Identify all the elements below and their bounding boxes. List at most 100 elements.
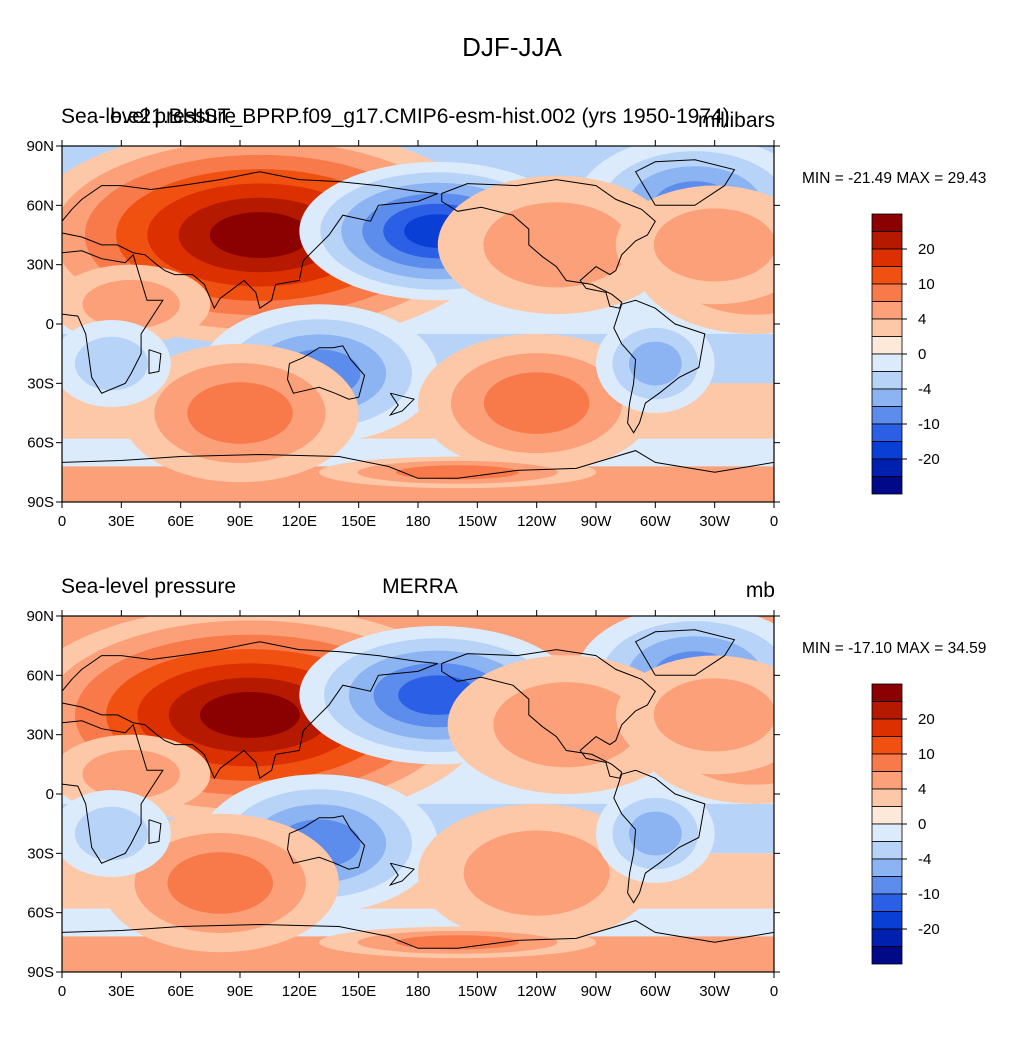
colorbar-swatch — [871, 911, 903, 930]
coastline — [441, 179, 656, 309]
lat-label: 90N — [26, 138, 54, 155]
pressure-contour — [653, 678, 774, 752]
pressure-contour — [167, 852, 273, 914]
lat-label: 60N — [26, 197, 54, 214]
coastline — [613, 769, 706, 904]
colorbar-swatch — [871, 928, 903, 947]
lat-label: 30N — [26, 257, 54, 274]
pressure-contour — [463, 830, 610, 916]
lon-label: 150W — [458, 983, 498, 1000]
lon-label: 120E — [282, 513, 317, 530]
lon-label: 0 — [58, 513, 66, 530]
coastline — [62, 450, 774, 502]
pressure-contour — [628, 341, 682, 386]
lon-label: 90E — [227, 983, 254, 1000]
lon-label: 120E — [282, 983, 317, 1000]
lon-label: 60E — [167, 983, 194, 1000]
lon-label: 90W — [581, 983, 613, 1000]
lon-label: 150E — [341, 513, 376, 530]
coastline — [634, 159, 736, 206]
pressure-contour — [82, 279, 180, 329]
colorbar-swatch — [871, 301, 903, 320]
pressure-contour — [483, 372, 590, 434]
pressure-contour — [493, 682, 640, 768]
colorbar-swatch — [871, 441, 903, 460]
panel-model: 90N 60N 30N 0 30S 60S 90S 0 30E 60E 90E 120E 150E 180… — [0, 100, 1024, 570]
colorbar-swatch — [871, 336, 903, 355]
colorbar-label: 4 — [918, 311, 926, 328]
colorbar-swatch — [871, 231, 903, 250]
coastline — [388, 392, 415, 417]
colorbar-swatch — [871, 788, 903, 807]
coastline — [62, 920, 774, 972]
lat-label: 60N — [26, 667, 54, 684]
coastlines — [62, 629, 774, 972]
coastline — [62, 720, 164, 864]
left-title: Sea-level pressure — [61, 105, 237, 128]
colorbar-swatch — [871, 266, 903, 285]
coastline — [286, 345, 366, 400]
min-max-label: MIN = -21.49 MAX = 29.43 — [802, 170, 987, 187]
min-max-label: MIN = -17.10 MAX = 34.59 — [802, 640, 987, 657]
colorbar-swatch — [871, 406, 903, 425]
left-title: Sea-level pressure — [61, 575, 237, 598]
colorbar-swatch — [871, 371, 903, 390]
lon-label: 0 — [770, 983, 778, 1000]
colorbar-swatch — [871, 476, 903, 495]
colorbar-swatch — [871, 701, 903, 720]
lon-label: 60E — [167, 513, 194, 530]
pressure-contour — [396, 935, 520, 950]
coastline — [62, 641, 438, 780]
colorbar-swatch — [871, 213, 903, 232]
lon-label: 120W — [517, 513, 557, 530]
coastlines — [62, 159, 774, 502]
lat-label: 30S — [27, 375, 54, 392]
colorbar-swatch — [871, 858, 903, 877]
lon-label: 120W — [517, 983, 557, 1000]
colorbar-label: -10 — [918, 886, 940, 903]
pressure-field — [62, 616, 774, 972]
colorbar-label: -20 — [918, 921, 940, 938]
lon-label: 150W — [458, 513, 498, 530]
lon-label: 0 — [770, 513, 778, 530]
colorbar-label: 20 — [918, 241, 935, 258]
lon-label: 60W — [640, 983, 672, 1000]
coastline — [441, 649, 656, 779]
pressure-contour — [74, 336, 148, 391]
colorbar-swatch — [871, 893, 903, 912]
units-label: millibars — [697, 109, 775, 132]
units-label: mb — [745, 579, 775, 602]
colorbar-swatch — [871, 318, 903, 337]
lon-label: 90W — [581, 513, 613, 530]
colorbar-swatch — [871, 753, 903, 772]
pressure-contour — [483, 202, 630, 288]
colorbar-label: 20 — [918, 711, 935, 728]
colorbar-swatch — [871, 806, 903, 825]
colorbar-label: 10 — [918, 276, 935, 293]
pressure-contour — [199, 691, 300, 738]
coastline — [148, 819, 162, 845]
colorbar-label: 10 — [918, 746, 935, 763]
colorbar-swatch — [871, 718, 903, 737]
lat-label: 30S — [27, 845, 54, 862]
pressure-contour — [187, 382, 293, 444]
lat-label: 90N — [26, 608, 54, 625]
colorbar-swatch — [871, 823, 903, 842]
main-title: DJF-JJA — [462, 32, 562, 62]
colorbar-label: -4 — [918, 851, 931, 868]
colorbar-swatch — [871, 388, 903, 407]
pressure-contour — [209, 212, 310, 258]
lon-label: 0 — [58, 983, 66, 1000]
coastline — [286, 815, 366, 870]
colorbar-label: -10 — [918, 416, 940, 433]
coastline — [148, 349, 162, 375]
lat-label: 30N — [26, 727, 54, 744]
colorbar-label: 4 — [918, 781, 926, 798]
colorbar-swatch — [871, 736, 903, 755]
panel-obs: 90N 60N 30N 0 30S 60S 90S 0 30E 60E 90E 120E 150E 180… — [0, 570, 1024, 1040]
lon-label: 30W — [699, 513, 731, 530]
lon-label: 30E — [108, 513, 135, 530]
